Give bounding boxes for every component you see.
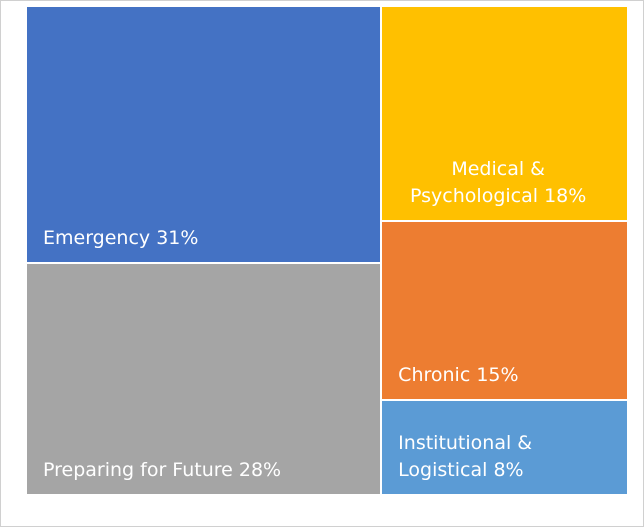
tile-label: Preparing for Future 28% <box>43 457 363 484</box>
tile-label: Institutional & Logistical 8% <box>398 430 568 484</box>
tile: Institutional & Logistical 8% <box>381 399 628 495</box>
tile: Preparing for Future 28% <box>26 262 382 495</box>
tile-label: Chronic 15% <box>398 362 598 389</box>
tile-label: Emergency 31% <box>43 225 343 252</box>
value-label: 18% <box>544 184 587 207</box>
category-name: Emergency <box>43 226 151 249</box>
category-name: Medical & Psychological <box>410 157 545 207</box>
tile: Medical & Psychological 18% <box>381 6 628 221</box>
value-label: 31% <box>156 226 199 249</box>
tile: Emergency 31% <box>26 6 382 263</box>
tile: Chronic 15% <box>381 220 628 400</box>
tile-label: Medical & Psychological 18% <box>398 156 598 210</box>
category-name: Institutional & Logistical <box>398 431 533 481</box>
value-label: 15% <box>476 363 519 386</box>
value-label: 8% <box>493 458 524 481</box>
value-label: 28% <box>238 458 282 481</box>
category-name: Chronic <box>398 363 471 386</box>
category-name: Preparing for Future <box>43 458 233 481</box>
